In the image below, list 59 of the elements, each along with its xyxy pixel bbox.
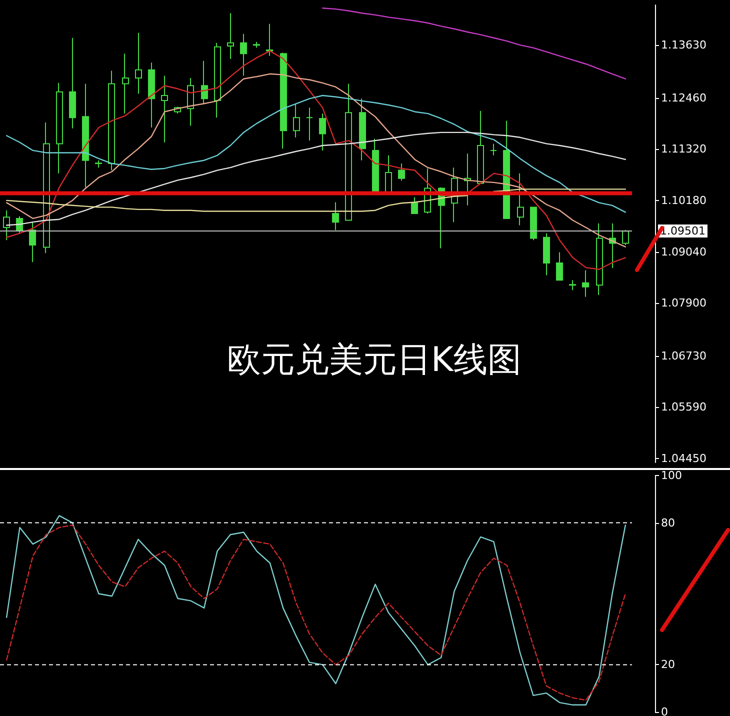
candlestick	[385, 154, 392, 193]
candlestick	[16, 216, 23, 234]
candlestick	[596, 222, 603, 296]
ref-line-label: 1.09501	[660, 224, 706, 238]
y-tick-label: 1.12460	[661, 91, 706, 104]
candlestick	[240, 33, 247, 76]
candlestick	[319, 113, 326, 151]
candlestick	[411, 196, 418, 214]
candlestick	[108, 70, 115, 171]
candlestick	[372, 138, 379, 193]
candlestick	[122, 53, 129, 114]
candlestick	[517, 172, 524, 226]
candlestick	[3, 210, 10, 241]
line-series	[6, 73, 626, 248]
text: 欧元兑美元日K线图	[227, 340, 522, 380]
candlestick	[477, 110, 484, 184]
candlestick	[622, 230, 629, 246]
line-series	[6, 50, 626, 270]
y-tick-label: 1.04450	[661, 452, 706, 465]
candlestick	[187, 77, 194, 126]
y-tick-label: 1.09040	[661, 245, 706, 258]
candlestick	[135, 32, 142, 94]
candlestick	[201, 60, 208, 104]
candlestick	[280, 52, 287, 150]
candlestick	[95, 160, 102, 168]
candlestick	[56, 82, 63, 174]
candlestick	[530, 206, 537, 241]
candlestick	[306, 107, 313, 142]
y-tick-label: 1.11320	[661, 142, 706, 156]
candlestick	[148, 62, 155, 128]
y-tick-label: 0	[661, 706, 668, 716]
y-tick-label: 20	[661, 658, 675, 672]
candlestick	[266, 23, 273, 56]
candlestick	[582, 270, 589, 298]
candlestick	[253, 41, 260, 48]
candlestick	[556, 252, 563, 281]
y-tick-label: 100	[661, 469, 682, 482]
y-tick-label: 1.10180	[661, 194, 706, 207]
candlestick	[82, 83, 89, 188]
candlestick	[543, 232, 550, 276]
candlestick	[29, 222, 36, 263]
candlestick	[227, 12, 234, 60]
candlestick	[332, 202, 339, 231]
candlestick	[69, 37, 76, 129]
candlestick	[214, 42, 221, 118]
y-tick-label: 1.05590	[661, 400, 706, 414]
y-tick-label: 1.13630	[661, 38, 706, 52]
candlestick	[161, 75, 168, 143]
line-series	[6, 132, 626, 226]
candlestick	[490, 143, 497, 156]
line-series	[6, 94, 626, 213]
candlestick	[569, 280, 576, 291]
candlestick	[398, 163, 405, 182]
y-tick-label: 1.07900	[661, 296, 706, 310]
candlestick	[359, 98, 366, 161]
candlestick	[293, 103, 300, 138]
line-series	[322, 8, 626, 80]
y-tick-label: 1.06730	[661, 349, 706, 362]
y-tick-label: 80	[661, 516, 675, 530]
